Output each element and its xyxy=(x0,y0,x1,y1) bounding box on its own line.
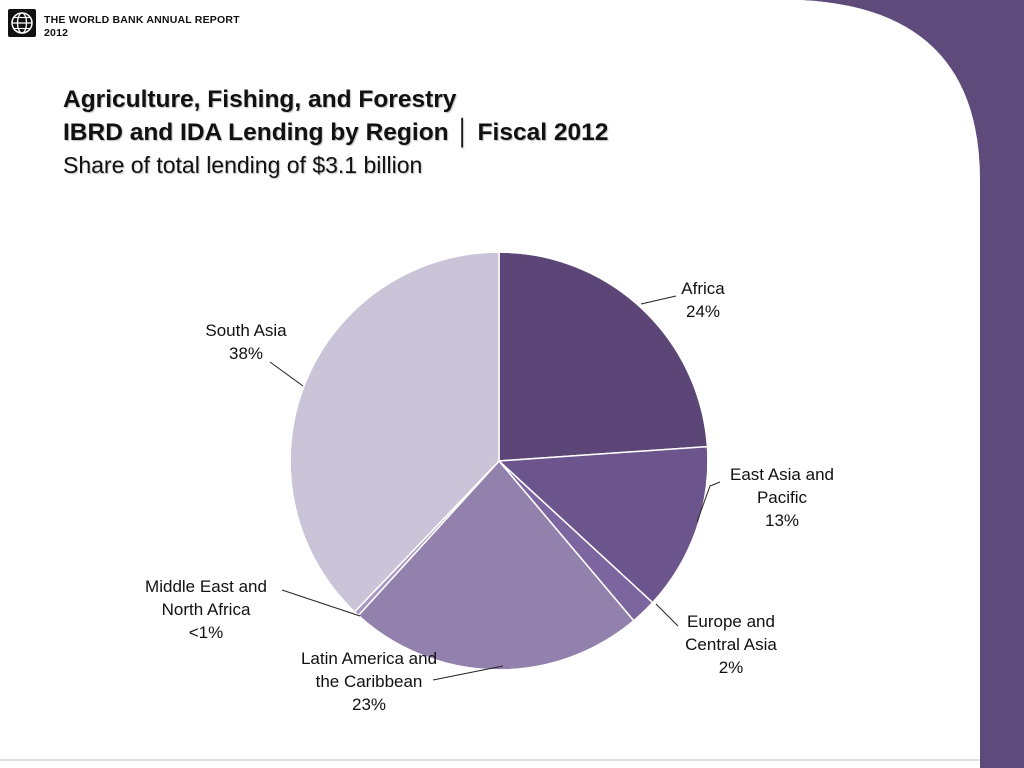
slice-label-4: Middle East and North Africa <1% xyxy=(145,577,267,642)
report-year: 2012 xyxy=(44,27,69,39)
page-number: 49 xyxy=(944,726,959,741)
slice-name-label: the Caribbean xyxy=(316,672,423,691)
leader-line-1 xyxy=(696,481,721,523)
slice-value-label: 38% xyxy=(229,344,263,363)
slice-label-1: East Asia and Pacific 13% xyxy=(730,465,834,530)
report-name: THE WORLD BANK ANNUAL REPORT xyxy=(44,14,240,26)
slice-name-label: Africa xyxy=(681,279,725,298)
slice-name-label: South Asia xyxy=(205,321,287,340)
chart-subtitle: IBRD and IDA Lending by Region │ Fiscal … xyxy=(63,119,609,146)
slice-label-5: South Asia 38% xyxy=(205,321,287,363)
chart-caption: Share of total lending of $3.1 billion xyxy=(63,152,423,178)
slice-value-label: 13% xyxy=(765,511,799,530)
slice-labels: Africa 24% East Asia and Pacific 13% Europe a… xyxy=(145,279,834,714)
slice-label-0: Africa 24% xyxy=(681,279,725,321)
slice-name-label: Middle East and xyxy=(145,577,267,596)
leader-line-5 xyxy=(269,361,304,387)
slice-label-2: Europe and Central Asia 2% xyxy=(685,612,777,677)
slice-value-label: 24% xyxy=(686,302,720,321)
leader-line-4 xyxy=(281,589,361,617)
slice-name-label: Latin America and xyxy=(301,649,437,668)
slice-name-label: East Asia and xyxy=(730,465,834,484)
slice-value-label: 23% xyxy=(352,695,386,714)
slice-name-label: Pacific xyxy=(757,488,808,507)
slice-name-label: North Africa xyxy=(162,600,251,619)
leader-line-3 xyxy=(432,665,504,681)
pie-slices xyxy=(289,251,709,671)
slice-name-label: Central Asia xyxy=(685,635,777,654)
leader-line-2 xyxy=(655,603,679,627)
leader-line-0 xyxy=(640,295,677,305)
pie-slice-0 xyxy=(498,251,709,462)
leader-lines xyxy=(269,295,721,681)
slice-value-label: <1% xyxy=(189,623,224,642)
slice-name-label: Europe and xyxy=(687,612,775,631)
pie-outline xyxy=(289,251,709,671)
slice-label-3: Latin America and the Caribbean 23% xyxy=(301,649,437,714)
chart-title: Agriculture, Fishing, and Forestry xyxy=(63,86,457,113)
slice-value-label: 2% xyxy=(719,658,744,677)
world-bank-globe-icon xyxy=(8,9,36,37)
